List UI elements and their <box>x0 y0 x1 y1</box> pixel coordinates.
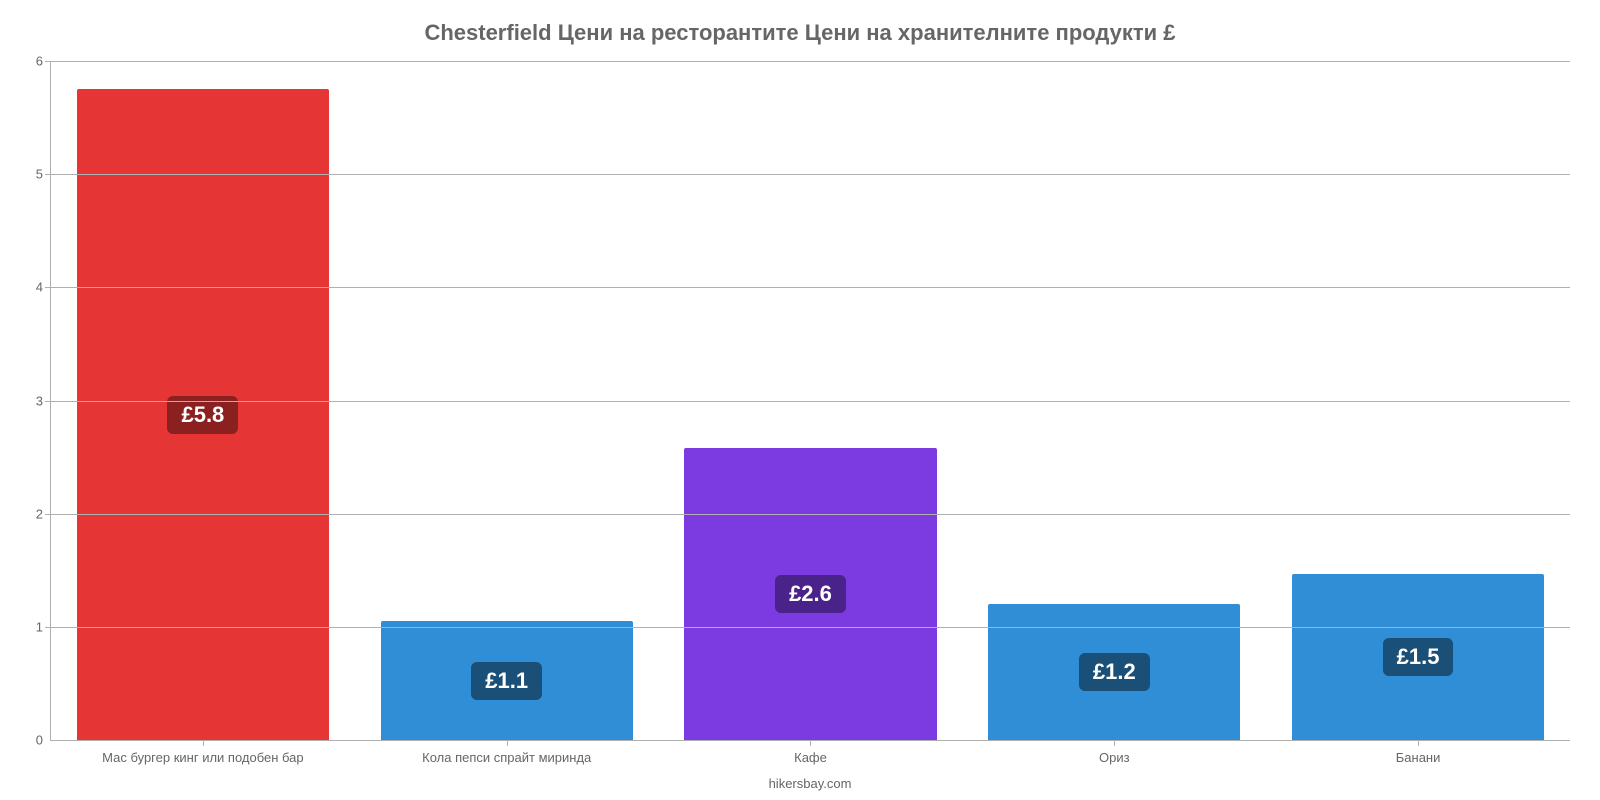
y-axis-label: 3 <box>23 393 43 408</box>
value-badge: £1.2 <box>1079 653 1150 691</box>
y-axis-label: 0 <box>23 733 43 748</box>
gridline <box>51 61 1570 62</box>
x-axis-label: Кафе <box>659 740 963 765</box>
attribution-text: hikersbay.com <box>50 776 1570 791</box>
x-axis-label: Банани <box>1266 740 1570 765</box>
y-axis-label: 4 <box>23 280 43 295</box>
bar: £1.1 <box>381 621 633 740</box>
x-axis-label: Ориз <box>962 740 1266 765</box>
value-badge: £2.6 <box>775 575 846 613</box>
y-axis-label: 2 <box>23 506 43 521</box>
gridline <box>51 287 1570 288</box>
bar: £2.6 <box>684 448 936 740</box>
y-axis-label: 5 <box>23 167 43 182</box>
gridline <box>51 401 1570 402</box>
gridline <box>51 514 1570 515</box>
chart-title: Chesterfield Цени на ресторантите Цени н… <box>30 20 1570 46</box>
x-axis-label: Мас бургер кинг или подобен бар <box>51 740 355 765</box>
gridline <box>51 174 1570 175</box>
plot-area: £5.8Мас бургер кинг или подобен бар£1.1К… <box>50 61 1570 741</box>
bar: £5.8 <box>77 89 329 740</box>
value-badge: £1.5 <box>1383 638 1454 676</box>
bar: £1.2 <box>988 604 1240 740</box>
x-axis-label: Кола пепси спрайт миринда <box>355 740 659 765</box>
y-axis-label: 1 <box>23 619 43 634</box>
chart-container: Chesterfield Цени на ресторантите Цени н… <box>0 0 1600 800</box>
y-axis-label: 6 <box>23 54 43 69</box>
value-badge: £1.1 <box>471 662 542 700</box>
gridline <box>51 627 1570 628</box>
bar: £1.5 <box>1292 574 1544 740</box>
